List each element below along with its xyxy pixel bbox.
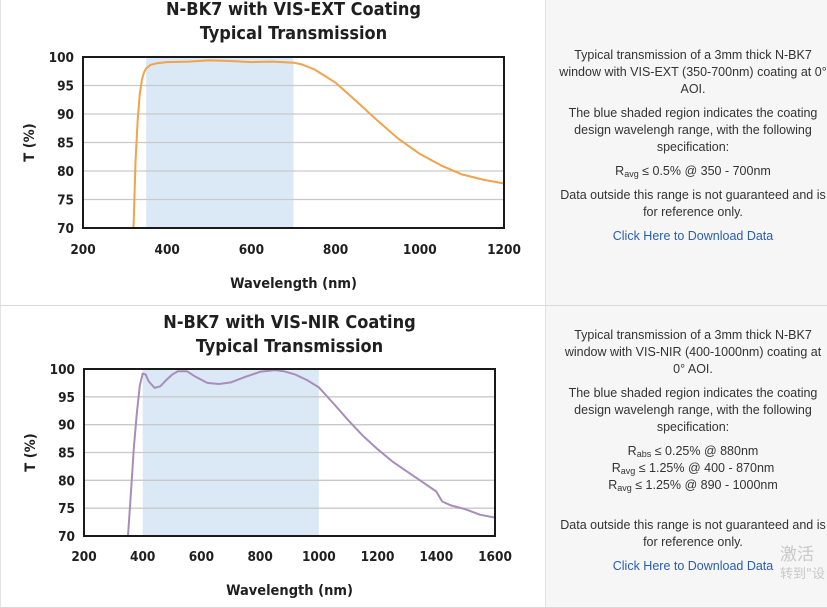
spec-line: Ravg ≤ 1.25% @ 400 - 870nm xyxy=(611,461,775,476)
chart-title: N-BK7 with VIS-NIR Coating xyxy=(163,312,415,333)
x-tick-label: 400 xyxy=(130,549,155,565)
description-disclaimer: Data outside this range is not guarantee… xyxy=(560,518,826,549)
x-tick-label: 1600 xyxy=(478,549,512,565)
transmission-line xyxy=(132,59,505,229)
description-shading-note: The blue shaded region indicates the coa… xyxy=(568,106,818,154)
x-tick-label: 1000 xyxy=(302,549,336,565)
chart-cell: N-BK7 with VIS-NIR Coating Typical Transm… xyxy=(0,306,545,607)
spec-line: Ravg ≤ 0.5% @ 350 - 700nm xyxy=(615,164,771,179)
x-tick-label: 200 xyxy=(70,242,95,258)
y-tick-label: 95 xyxy=(58,390,75,406)
watermark-line: 激活 xyxy=(780,545,814,565)
plot-frame xyxy=(83,368,496,537)
chart-subtitle: Typical Transmission xyxy=(196,336,383,357)
chart-title: N-BK7 with VIS-EXT Coating xyxy=(166,0,421,20)
download-data-link[interactable]: Click Here to Download Data xyxy=(612,559,774,573)
y-axis-label: T (%) xyxy=(22,123,38,161)
x-tick-label: 800 xyxy=(323,242,348,258)
description-summary: Typical transmission of a 3mm thick N-BK… xyxy=(564,328,822,376)
y-tick-label: 95 xyxy=(57,79,74,95)
description-summary: Typical transmission of a 3mm thick N-BK… xyxy=(559,48,827,96)
download-data-link[interactable]: Click Here to Download Data xyxy=(612,229,774,243)
x-axis-label: Wavelength (nm) xyxy=(226,583,353,599)
chart-description: Typical transmission of a 3mm thick N-BK… xyxy=(558,47,827,245)
x-tick-label: 1400 xyxy=(419,549,453,565)
description-cell: Typical transmission of a 3mm thick N-BK… xyxy=(545,0,827,305)
y-tick-label: 80 xyxy=(57,164,74,180)
x-tick-label: 1000 xyxy=(403,242,437,258)
y-axis-label: T (%) xyxy=(23,433,39,471)
transmission-chart-vis-ext: N-BK7 with VIS-EXT Coating Typical Transm… xyxy=(22,0,521,292)
chart-description: Typical transmission of a 3mm thick N-BK… xyxy=(558,327,827,575)
description-disclaimer: Data outside this range is not guarantee… xyxy=(560,188,826,219)
y-tick-label: 85 xyxy=(57,136,74,152)
product-row-vis-nir: N-BK7 with VIS-NIR Coating Typical Transm… xyxy=(0,306,827,608)
y-tick-label: 75 xyxy=(58,501,75,517)
watermark-line: 转到"设 xyxy=(780,567,825,582)
description-cell: Typical transmission of a 3mm thick N-BK… xyxy=(545,306,827,607)
plot-frame xyxy=(82,56,505,229)
spec-line: Ravg ≤ 1.25% @ 890 - 1000nm xyxy=(608,478,778,493)
chart-cell: N-BK7 with VIS-EXT Coating Typical Transm… xyxy=(0,0,545,305)
transmission-line xyxy=(127,369,496,537)
x-tick-label: 600 xyxy=(189,549,214,565)
spec-line: Rabs ≤ 0.25% @ 880nm xyxy=(627,444,759,459)
x-tick-label: 1200 xyxy=(361,549,395,565)
y-tick-label: 100 xyxy=(49,50,74,66)
x-tick-label: 800 xyxy=(247,549,272,565)
x-axis-label: Wavelength (nm) xyxy=(230,276,357,292)
spec-list: Rabs ≤ 0.25% @ 880nm Ravg ≤ 1.25% @ 400 … xyxy=(558,443,827,494)
x-tick-label: 400 xyxy=(155,242,180,258)
x-tick-label: 200 xyxy=(71,549,96,565)
product-row-vis-ext: N-BK7 with VIS-EXT Coating Typical Transm… xyxy=(0,0,827,306)
y-tick-label: 85 xyxy=(58,446,75,462)
y-tick-label: 90 xyxy=(58,418,75,434)
x-tick-label: 1200 xyxy=(487,242,521,258)
y-tick-label: 75 xyxy=(57,193,74,209)
description-shading-note: The blue shaded region indicates the coa… xyxy=(568,386,818,434)
y-tick-label: 80 xyxy=(58,473,75,489)
y-tick-label: 100 xyxy=(50,362,75,378)
x-tick-label: 600 xyxy=(239,242,264,258)
y-tick-label: 70 xyxy=(58,529,75,545)
os-activation-watermark: 激活 转到"设 xyxy=(780,545,825,585)
transmission-chart-vis-nir: N-BK7 with VIS-NIR Coating Typical Transm… xyxy=(23,312,512,599)
y-tick-label: 90 xyxy=(57,107,74,123)
spec-list: Ravg ≤ 0.5% @ 350 - 700nm xyxy=(558,163,827,180)
chart-subtitle: Typical Transmission xyxy=(200,23,387,44)
y-tick-label: 70 xyxy=(57,221,74,237)
